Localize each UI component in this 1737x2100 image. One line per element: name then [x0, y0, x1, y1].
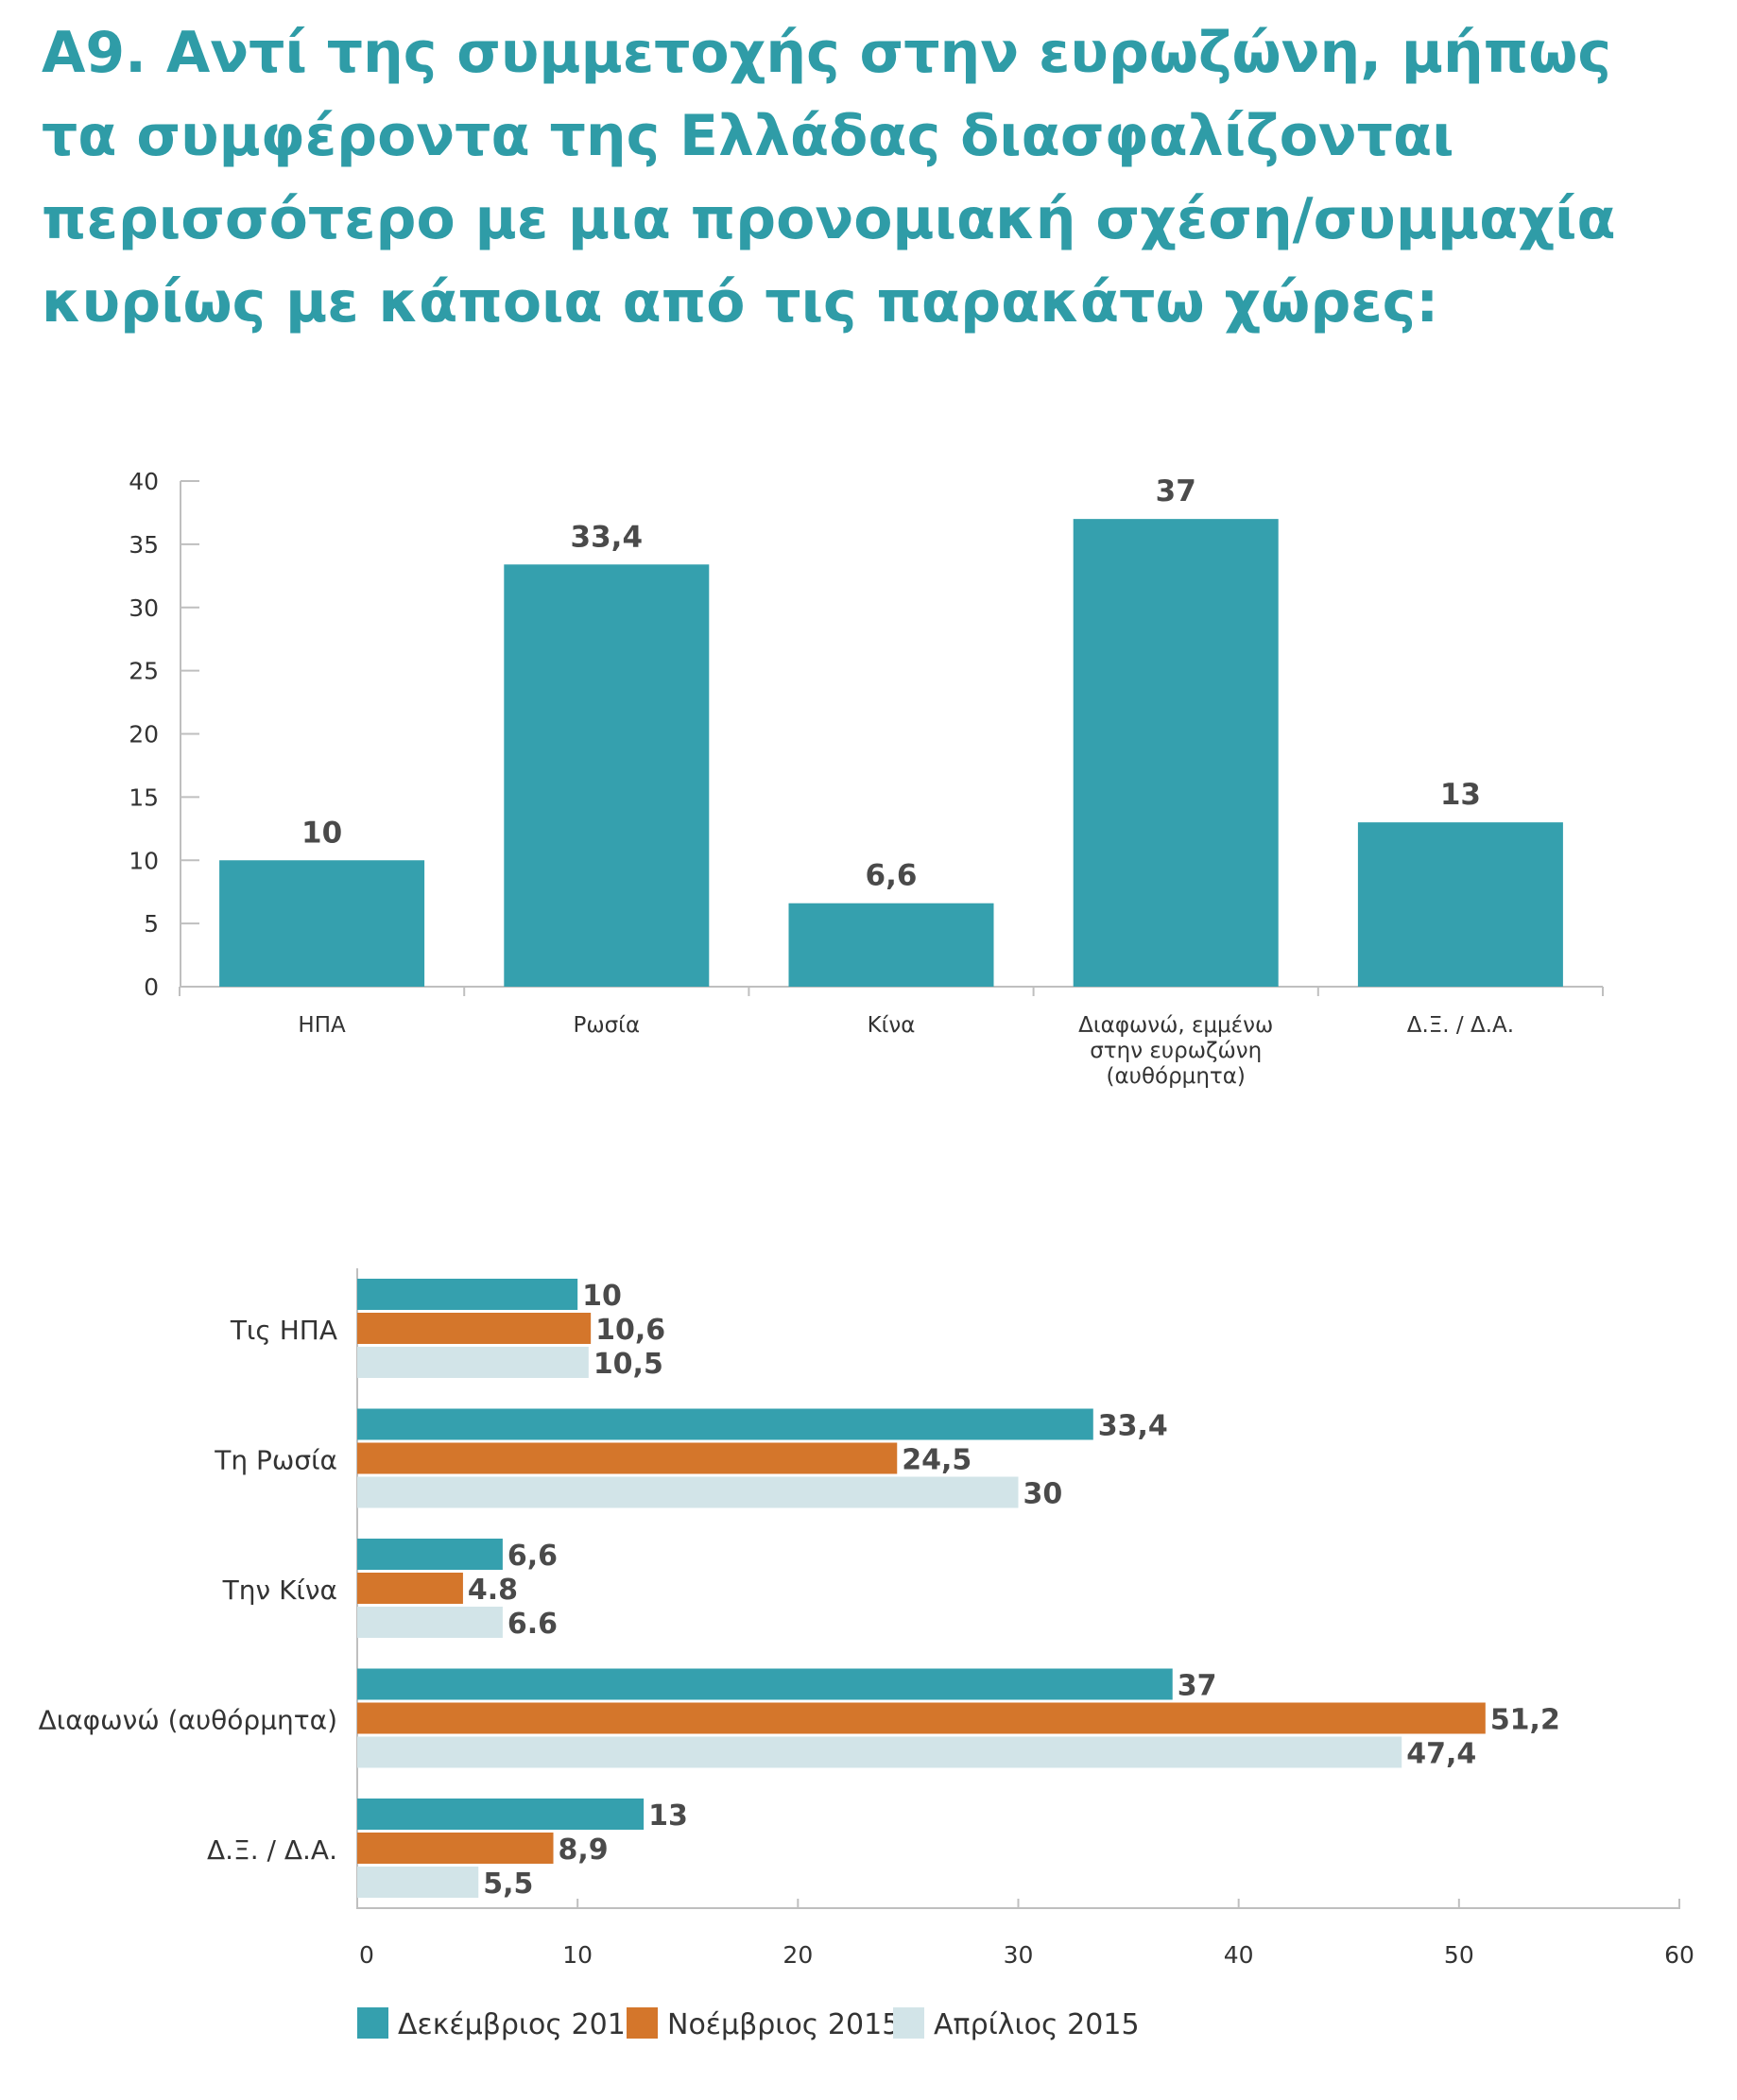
bar	[788, 903, 994, 987]
bar	[357, 1442, 898, 1474]
category-label: Διαφωνώ (αυθόρμητα)	[39, 1705, 337, 1736]
y-tick-label: 35	[129, 531, 159, 559]
bar-value-label: 6.6	[507, 1608, 558, 1641]
y-tick-label: 15	[129, 783, 159, 811]
legend-swatch	[893, 2007, 924, 2039]
category-label: στην ευρωζώνη	[1090, 1039, 1262, 1063]
legend-swatch	[627, 2007, 658, 2039]
x-tick-label: 60	[1664, 1941, 1694, 1969]
category-label: Δ.Ξ. / Δ.Α.	[207, 1834, 337, 1866]
bar	[357, 1408, 1093, 1440]
bar-value-label: 37	[1178, 1670, 1217, 1703]
bar	[357, 1347, 589, 1378]
title-line-3: περισσότερο με μια προνομιακή σχέση/συμμ…	[42, 186, 1616, 252]
title-line-4: κυρίως με κάποια από τις παρακάτω χώρες:	[42, 269, 1439, 336]
bar	[357, 1607, 503, 1638]
category-label: (αυθόρμητα)	[1107, 1064, 1246, 1089]
category-label: Την Κίνα	[222, 1575, 337, 1606]
y-tick-label: 5	[144, 910, 159, 938]
category-label: ΗΠΑ	[298, 1013, 346, 1038]
bar	[357, 1573, 463, 1604]
bar-value-label: 10	[582, 1280, 622, 1313]
bar-value-label: 33,4	[1098, 1410, 1168, 1443]
bar	[357, 1476, 1019, 1508]
x-tick-label: 0	[359, 1941, 374, 1969]
x-tick-label: 40	[1224, 1941, 1254, 1969]
title-line-2: τα συμφέροντα της Ελλάδας διασφαλίζονται	[42, 103, 1454, 169]
category-label: Δ.Ξ. / Δ.Α.	[1407, 1013, 1514, 1038]
y-tick-label: 10	[129, 847, 159, 874]
bar	[357, 1833, 554, 1864]
bar	[357, 1539, 503, 1570]
x-tick-label: 10	[562, 1941, 593, 1969]
bar	[219, 860, 425, 987]
bar-value-label: 10,5	[593, 1348, 663, 1381]
bar-value-label: 6,6	[507, 1540, 558, 1573]
bar	[1357, 822, 1563, 987]
bar-chart-vertical: 0 5 10 15 20 25 30 35 40 10 ΗΠΑ 33,4 Ρωσία 6,6 Κίνα 37 Δ…	[129, 468, 1604, 1089]
bar-value-label: 33,4	[571, 520, 644, 554]
y-tick-label: 20	[129, 721, 159, 749]
category-label: Διαφωνώ, εμμένω	[1078, 1013, 1273, 1038]
bar	[357, 1736, 1402, 1768]
y-tick-label: 40	[129, 468, 159, 495]
y-tick-label: 25	[129, 658, 159, 685]
category-label: Τη Ρωσία	[214, 1445, 337, 1476]
x-tick-label: 30	[1004, 1941, 1034, 1969]
bar-value-label: 30	[1023, 1478, 1063, 1511]
bar-value-label: 37	[1156, 474, 1196, 508]
legend-label: Νοέμβριος 2015	[667, 2008, 900, 2041]
bar	[357, 1279, 578, 1310]
bar-value-label: 13	[1440, 778, 1481, 812]
page-title: A9. Αντί της συμμετοχής στην ευρωζώνη, μ…	[42, 11, 1686, 344]
x-tick-label: 20	[783, 1941, 813, 1969]
bar-value-label: 47,4	[1406, 1738, 1476, 1771]
title-line-1: A9. Αντί της συμμετοχής στην ευρωζώνη, μ…	[42, 20, 1611, 86]
bar-value-label: 8,9	[559, 1833, 609, 1867]
bar-value-label: 24,5	[902, 1444, 972, 1477]
bar	[357, 1867, 479, 1898]
category-label: Ρωσία	[573, 1013, 640, 1038]
x-tick-label: 50	[1444, 1941, 1474, 1969]
legend-swatch	[357, 2007, 388, 2039]
bar	[357, 1668, 1173, 1700]
bar-value-label: 10	[301, 816, 342, 850]
y-tick-label: 0	[144, 973, 159, 1001]
bar	[357, 1799, 645, 1830]
bar-value-label: 10,6	[595, 1314, 665, 1347]
bar	[504, 564, 710, 987]
legend-label: Δεκέμβριος 2016	[398, 2008, 644, 2041]
category-label: Τις ΗΠΑ	[230, 1315, 337, 1346]
bar-value-label: 13	[648, 1799, 688, 1833]
bar	[357, 1313, 592, 1344]
bar-value-label: 4.8	[468, 1574, 518, 1607]
y-tick-label: 30	[129, 594, 159, 622]
legend-label: Απρίλιος 2015	[934, 2008, 1140, 2041]
bar-value-label: 51,2	[1490, 1704, 1560, 1737]
bar-value-label: 6,6	[866, 859, 918, 893]
bar	[1073, 519, 1279, 987]
bar-value-label: 5,5	[483, 1868, 533, 1901]
category-label: Κίνα	[868, 1013, 916, 1038]
bar	[357, 1702, 1486, 1734]
